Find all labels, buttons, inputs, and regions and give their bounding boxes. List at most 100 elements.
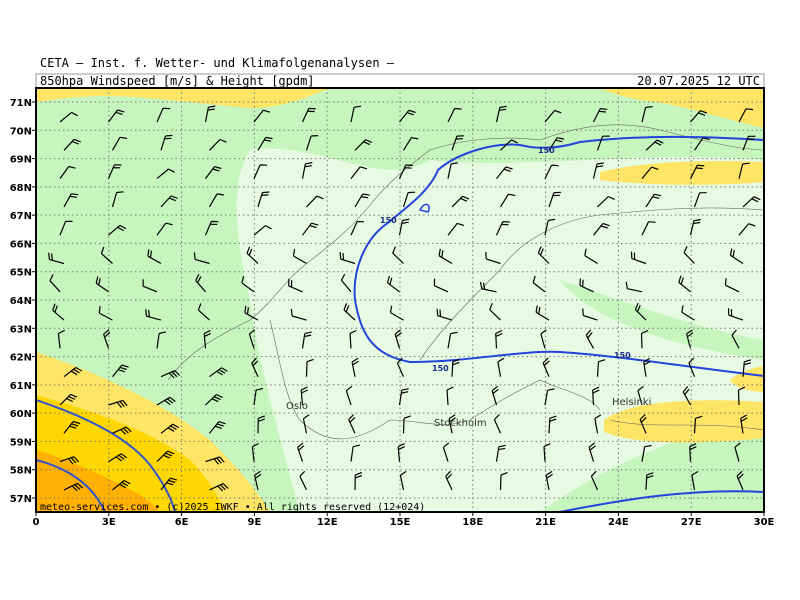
wind-barb xyxy=(491,385,499,406)
wind-barb xyxy=(688,357,696,377)
place-label: Oslo xyxy=(286,401,308,412)
latitude-label: 65N xyxy=(10,268,32,279)
wind-barb xyxy=(59,165,76,179)
wind-barb xyxy=(306,195,324,208)
wind-barb xyxy=(544,218,556,236)
wind-barb xyxy=(59,220,73,236)
wind-barb xyxy=(592,386,600,406)
wind-barb xyxy=(402,137,419,151)
height-contour xyxy=(36,399,176,512)
wind-field-yellow-north xyxy=(600,161,764,185)
wind-barb xyxy=(493,414,502,434)
wind-barb xyxy=(339,252,356,265)
wind-barb xyxy=(682,386,692,406)
wind-barb xyxy=(447,162,459,179)
wind-barb xyxy=(63,482,84,492)
height-contour xyxy=(36,459,106,512)
wind-field-strongest-sw xyxy=(36,450,160,512)
wind-barb xyxy=(582,308,598,321)
wind-barb xyxy=(345,385,353,406)
wind-barb xyxy=(399,109,416,123)
wind-barb xyxy=(433,278,449,293)
wind-barb xyxy=(596,359,606,377)
wind-barb xyxy=(738,108,754,123)
wind-barb xyxy=(350,444,361,462)
latitude-label: 61N xyxy=(10,381,32,392)
wind-barb xyxy=(630,251,647,265)
wind-barb xyxy=(639,414,647,434)
wind-barb xyxy=(489,302,501,321)
wind-barb xyxy=(63,366,83,378)
wind-barb xyxy=(147,249,162,265)
wind-barb xyxy=(203,329,211,349)
wind-barb xyxy=(540,329,547,349)
wind-barb xyxy=(57,329,65,349)
longitude-label: 0 xyxy=(33,517,40,528)
wind-barb xyxy=(691,470,699,491)
wind-barb xyxy=(195,274,206,293)
wind-barb xyxy=(495,329,503,349)
wind-barb xyxy=(592,162,604,179)
wind-barb xyxy=(742,196,761,208)
wind-barb xyxy=(145,309,162,321)
wind-barb xyxy=(446,386,454,406)
longitude-label: 12E xyxy=(317,517,338,528)
wind-barb xyxy=(641,106,653,123)
wind-field-top-yellow-east xyxy=(600,88,764,128)
product-title: 850hpa Windspeed [m/s] & Height [gpdm] xyxy=(40,74,315,88)
wind-barb xyxy=(107,164,122,179)
wind-barb xyxy=(302,222,319,236)
wind-barb xyxy=(305,358,314,377)
wind-barb xyxy=(301,107,316,123)
wind-barb xyxy=(288,278,303,293)
wind-barb xyxy=(241,276,255,293)
wind-barb xyxy=(402,191,416,208)
wind-barb xyxy=(253,225,272,236)
wind-barb xyxy=(156,107,171,123)
wind-barb xyxy=(689,443,697,462)
wind-barb xyxy=(349,329,357,349)
wind-barb xyxy=(111,136,127,151)
wind-barb xyxy=(156,450,175,463)
wind-barb xyxy=(108,224,127,236)
wind-barb xyxy=(301,162,313,179)
wind-barb xyxy=(736,470,744,491)
height-contour xyxy=(354,299,764,377)
wind-barb xyxy=(535,305,550,321)
wind-barb xyxy=(678,275,691,293)
wind-barb xyxy=(588,442,596,462)
latitude-label: 59N xyxy=(10,437,32,448)
longitude-label: 6E xyxy=(175,517,189,528)
wind-barb xyxy=(496,166,513,179)
wind-barb xyxy=(354,471,363,490)
wind-barb xyxy=(693,415,703,434)
wind-barb xyxy=(257,191,270,208)
wind-barb xyxy=(594,414,602,434)
latitude-label: 67N xyxy=(10,211,32,222)
wind-barb xyxy=(386,275,400,293)
wind-barb xyxy=(445,470,453,491)
wind-barb xyxy=(257,136,273,151)
wind-barb xyxy=(451,135,464,151)
wind-barb xyxy=(734,442,741,462)
latitude-label: 70N xyxy=(10,126,32,137)
wind-barb xyxy=(156,168,175,180)
wind-barb xyxy=(738,162,750,179)
wind-barb xyxy=(451,358,460,377)
wind-barb xyxy=(112,479,131,491)
wind-barb xyxy=(301,331,312,349)
wind-field-calm-south xyxy=(300,470,432,512)
wind-barb xyxy=(112,426,132,435)
wind-barb xyxy=(348,414,356,434)
wind-barb xyxy=(724,278,740,293)
wind-barb xyxy=(544,109,562,123)
latitude-label: 62N xyxy=(10,353,32,364)
wind-barb xyxy=(447,107,462,123)
wind-barb xyxy=(499,193,516,208)
longitude-label: 27E xyxy=(681,517,702,528)
wind-barb xyxy=(479,281,497,293)
wind-barb xyxy=(197,303,210,321)
wind-barb xyxy=(548,137,565,151)
axis-labels: 71N 70N 69N 68N 67N 66N 65N 64N 63N 62N 61N 60N 59N 5… xyxy=(10,98,775,528)
